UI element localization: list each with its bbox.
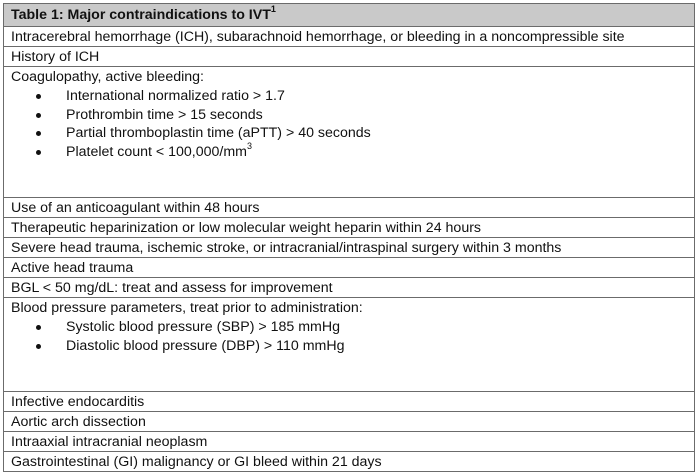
bullet-icon — [36, 131, 41, 137]
row-neoplasm: Intraaxial intracranial neoplasm — [11, 434, 208, 450]
contraindications-table: Table 1: Major contraindications to IVT1… — [3, 3, 695, 472]
list-item: Diastolic blood pressure (DBP) > 110 mmH… — [11, 337, 694, 356]
coag-item-platelet: Platelet count < 100,000/mm — [66, 144, 248, 161]
coag-item-pt: Prothrombin time > 15 seconds — [66, 106, 263, 123]
table-row: Coagulopathy, active bleeding: Internati… — [4, 66, 694, 197]
table-row: Intracerebral hemorrhage (ICH), subarach… — [4, 26, 694, 46]
bullet-icon — [36, 343, 41, 349]
bullet-icon — [36, 150, 41, 156]
row-heparin: Therapeutic heparinization or low molecu… — [11, 220, 482, 236]
table-row: Severe head trauma, ischemic stroke, or … — [4, 237, 694, 257]
list-item: Platelet count < 100,000/mm3 — [11, 141, 694, 162]
table-row: Infective endocarditis — [4, 391, 694, 411]
table-row: BGL < 50 mg/dL: treat and assess for imp… — [4, 277, 694, 297]
table-row: Active head trauma — [4, 257, 694, 277]
platelet-superscript: 3 — [247, 141, 253, 152]
row-trauma: Severe head trauma, ischemic stroke, or … — [11, 240, 562, 256]
row-bgl: BGL < 50 mg/dL: treat and assess for imp… — [11, 280, 333, 296]
bullet-icon — [36, 324, 41, 330]
table-row: Gastrointestinal (GI) malignancy or GI b… — [4, 451, 694, 471]
row-anticoag: Use of an anticoagulant within 48 hours — [11, 200, 260, 216]
table-row: Therapeutic heparinization or low molecu… — [4, 217, 694, 237]
table-row: Intraaxial intracranial neoplasm — [4, 431, 694, 451]
table-row: History of ICH — [4, 46, 694, 66]
coag-item-inr: International normalized ratio > 1.7 — [66, 87, 285, 104]
row-ich: Intracerebral hemorrhage (ICH), subarach… — [11, 29, 625, 45]
row-aortic: Aortic arch dissection — [11, 414, 146, 430]
bullet-icon — [36, 93, 41, 99]
row-history-ich: History of ICH — [11, 49, 100, 65]
row-coag-label: Coagulopathy, active bleeding: — [11, 69, 204, 85]
table-row: Aortic arch dissection — [4, 411, 694, 431]
list-item: Partial thromboplastin time (aPTT) > 40 … — [11, 124, 694, 143]
table-title: Table 1: Major contraindications to IVT1 — [4, 4, 694, 26]
table-row: Use of an anticoagulant within 48 hours — [4, 197, 694, 217]
row-bp-label: Blood pressure parameters, treat prior t… — [11, 300, 363, 316]
table-title-footnote: 1 — [270, 4, 276, 15]
row-gi: Gastrointestinal (GI) malignancy or GI b… — [11, 454, 382, 470]
row-endocarditis: Infective endocarditis — [11, 394, 145, 410]
list-item: Systolic blood pressure (SBP) > 185 mmHg — [11, 318, 694, 337]
row-active-head: Active head trauma — [11, 260, 134, 276]
coag-bullet-list: International normalized ratio > 1.7 Pro… — [11, 87, 694, 162]
list-item: International normalized ratio > 1.7 — [11, 87, 694, 106]
bp-item-sbp: Systolic blood pressure (SBP) > 185 mmHg — [66, 318, 341, 335]
table-title-text: Table 1: Major contraindications to IVT — [11, 7, 271, 23]
table-row: Blood pressure parameters, treat prior t… — [4, 297, 694, 391]
list-item: Prothrombin time > 15 seconds — [11, 106, 694, 125]
bullet-icon — [36, 112, 41, 118]
bp-item-dbp: Diastolic blood pressure (DBP) > 110 mmH… — [66, 337, 345, 354]
coag-item-aptt: Partial thromboplastin time (aPTT) > 40 … — [66, 125, 371, 142]
bp-bullet-list: Systolic blood pressure (SBP) > 185 mmHg… — [11, 318, 694, 356]
